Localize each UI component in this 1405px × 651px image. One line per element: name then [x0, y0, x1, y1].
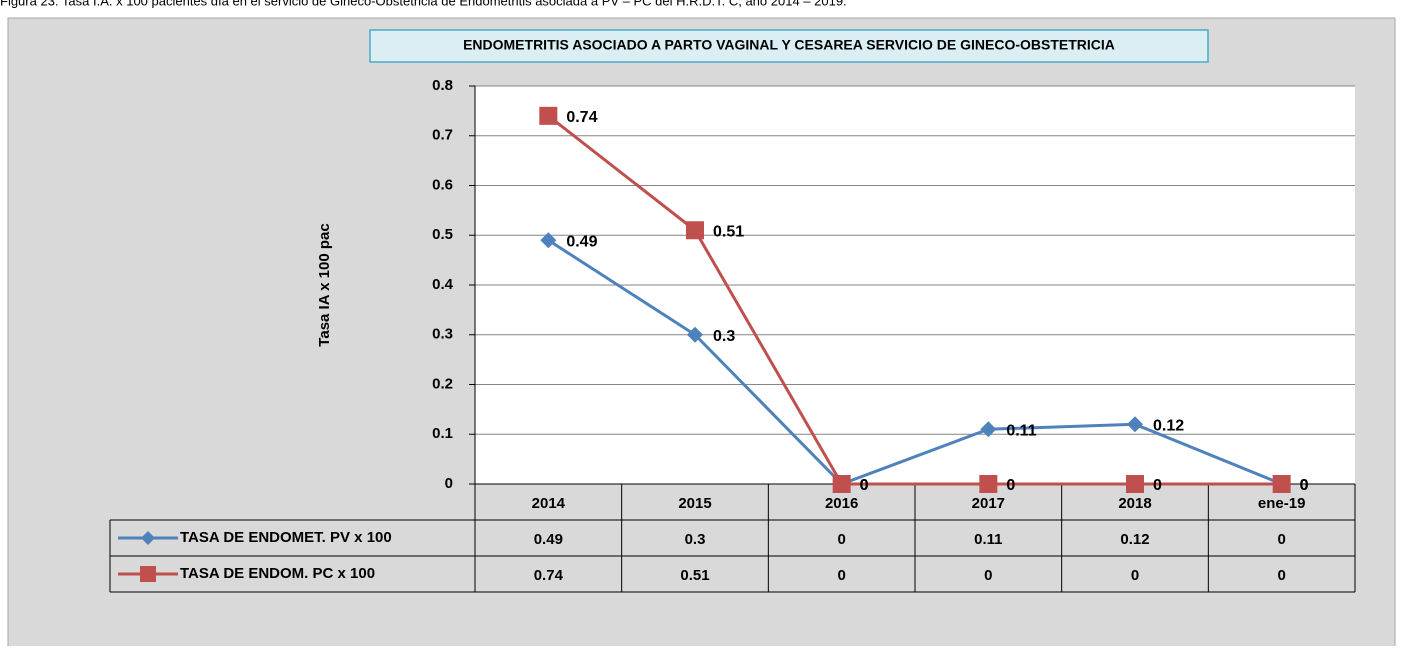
series-line	[547, 238, 1283, 486]
y-tick-label: 0	[445, 475, 453, 492]
data-label: 0.12	[1153, 418, 1184, 435]
caption: Figura 23: Tasa I.A. x 100 pacientes día…	[0, 0, 847, 8]
table-value: 0	[837, 531, 845, 548]
legend-label: TASA DE ENDOMET. PV x 100	[180, 529, 392, 546]
table-value: 0.12	[1120, 531, 1149, 548]
y-tick-label: 0.6	[432, 176, 453, 193]
data-label: 0	[1153, 477, 1162, 494]
table-value: 0	[1277, 531, 1285, 548]
data-label: 0.51	[713, 223, 744, 240]
x-tick-label: 2015	[678, 495, 711, 512]
marker	[979, 475, 998, 493]
data-label: 0.3	[713, 328, 735, 345]
marker	[686, 221, 704, 240]
x-tick-label: 2014	[532, 495, 566, 512]
x-tick-label: 2018	[1118, 495, 1151, 512]
data-label: 0	[860, 477, 869, 494]
marker	[832, 475, 851, 493]
x-tick-label: 2017	[972, 495, 1005, 512]
y-tick-label: 0.7	[432, 127, 453, 144]
marker	[1272, 475, 1291, 493]
y-tick-label: 0.3	[432, 326, 453, 343]
marker	[980, 421, 997, 438]
data-label: 0	[1300, 477, 1309, 494]
table-value: 0.74	[534, 567, 564, 584]
chart-title: ENDOMETRITIS ASOCIADO A PARTO VAGINAL Y …	[463, 37, 1115, 53]
data-label: 0	[1300, 477, 1309, 494]
data-label: 0.49	[566, 233, 597, 250]
table-value: 0	[1131, 567, 1139, 584]
y-axis-label: Tasa IA x 100 pac	[316, 223, 333, 346]
marker	[540, 232, 557, 249]
table-value: 0.51	[680, 567, 709, 584]
data-label: 0.74	[566, 109, 597, 126]
marker	[1126, 475, 1144, 493]
table-value: 0	[837, 567, 845, 584]
y-tick-label: 0.1	[432, 425, 453, 442]
table-value: 0.49	[534, 531, 563, 548]
marker	[1127, 416, 1143, 433]
data-label: 0	[860, 477, 869, 494]
title-box	[369, 29, 1209, 63]
data-label: 0.11	[1006, 422, 1036, 439]
legend-label: TASA DE ENDOM. PC x 100	[180, 565, 375, 582]
table-value: 0	[1277, 567, 1285, 584]
y-tick-label: 0.5	[432, 226, 453, 243]
table-value: 0.11	[974, 531, 1002, 548]
x-tick-label: ene-19	[1258, 495, 1306, 512]
table-value: 0	[984, 567, 992, 584]
legend-marker	[140, 566, 156, 582]
y-tick-label: 0.8	[432, 77, 453, 94]
y-tick-label: 0.4	[432, 276, 454, 293]
series-line	[547, 114, 1282, 486]
marker	[539, 106, 558, 125]
table-value: 0.3	[685, 531, 706, 548]
data-label: 0	[1006, 477, 1015, 494]
legend-marker	[141, 531, 155, 545]
marker	[687, 326, 703, 343]
x-tick-label: 2016	[825, 495, 858, 512]
y-tick-label: 0.2	[432, 375, 453, 392]
